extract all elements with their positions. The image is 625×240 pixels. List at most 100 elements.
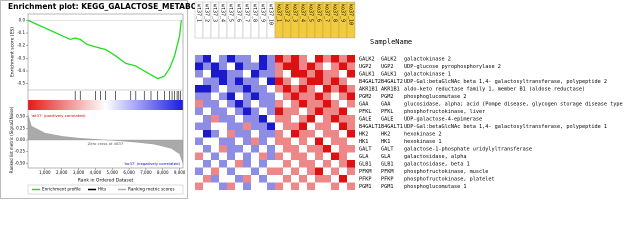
y-tick-label: 0.00 xyxy=(16,137,25,142)
heat-cell xyxy=(251,55,259,63)
heat-cell xyxy=(275,70,283,78)
heat-cell xyxy=(283,175,291,183)
gene-label: AKR1B1 xyxy=(381,86,400,92)
heat-cell xyxy=(243,100,251,108)
heat-cell xyxy=(219,92,227,100)
heat-cell xyxy=(283,70,291,78)
heat-cell xyxy=(203,85,211,93)
column-label: wt37_6 xyxy=(236,4,242,22)
heat-cell xyxy=(227,160,235,168)
gene-label: HK2 xyxy=(381,131,390,137)
heat-cell xyxy=(251,100,259,108)
heat-cell xyxy=(331,167,339,175)
heat-cell xyxy=(219,70,227,78)
heat-cell xyxy=(283,115,291,123)
column-label: wt37_5 xyxy=(228,4,234,22)
column-label: wt37_3 xyxy=(212,4,218,22)
heat-cell xyxy=(235,55,243,63)
heat-cell xyxy=(211,70,219,78)
figure: Enrichment plot: KEGG_GALACTOSE_METABOLI… xyxy=(0,0,625,199)
heat-cell xyxy=(251,152,259,160)
gene-label: HK1 xyxy=(381,139,390,145)
heat-cell xyxy=(219,85,227,93)
heat-cell xyxy=(339,167,347,175)
heat-cell xyxy=(347,92,355,100)
column-label: ko37_7 xyxy=(324,4,330,22)
heat-cell xyxy=(339,152,347,160)
heat-cell xyxy=(307,85,315,93)
heat-cell xyxy=(251,167,259,175)
heat-cell xyxy=(315,115,323,123)
x-tick-label: 5,000 xyxy=(107,170,119,175)
heat-cell xyxy=(251,130,259,138)
gene-label: GALT xyxy=(359,146,372,152)
heat-cell xyxy=(323,85,331,93)
heat-cell xyxy=(283,85,291,93)
heat-cell xyxy=(299,152,307,160)
heat-cell xyxy=(291,130,299,138)
heat-cell xyxy=(331,122,339,130)
gene-label: phosphofructokinase, muscle xyxy=(404,169,488,175)
heat-cell xyxy=(203,107,211,115)
x-tick-label: 6,000 xyxy=(123,170,135,175)
heat-cell xyxy=(307,152,315,160)
heat-cell xyxy=(291,137,299,145)
y-tick-label: -0.3 xyxy=(17,55,25,60)
heat-cell xyxy=(203,70,211,78)
gene-label: phosphofructokinase, liver xyxy=(404,109,485,115)
heat-cell xyxy=(323,62,331,70)
heat-cell xyxy=(227,85,235,93)
heat-cell xyxy=(211,85,219,93)
heat-cell xyxy=(219,145,227,153)
heat-cell xyxy=(339,175,347,183)
heat-cell xyxy=(219,130,227,138)
heat-cell xyxy=(275,62,283,70)
heat-cell xyxy=(267,107,275,115)
heat-cell xyxy=(307,160,315,168)
heat-cell xyxy=(299,55,307,63)
heat-cell xyxy=(331,107,339,115)
heat-cell xyxy=(291,175,299,183)
heat-cell xyxy=(203,182,211,190)
heat-cell xyxy=(331,70,339,78)
annotation: 'ko37' (negatively correlated) xyxy=(124,161,180,166)
heat-cell xyxy=(347,137,355,145)
heat-cell xyxy=(259,160,267,168)
column-label: ko37_2 xyxy=(284,4,290,22)
heat-cell xyxy=(235,122,243,130)
gene-label: B4GALT1 xyxy=(381,124,403,130)
column-label: ko37_5 xyxy=(308,4,314,22)
heat-cell xyxy=(211,160,219,168)
heat-cell xyxy=(339,77,347,85)
heat-cell xyxy=(315,92,323,100)
column-label: wt37_2 xyxy=(204,4,210,22)
heat-cell xyxy=(347,70,355,78)
heat-cell xyxy=(307,130,315,138)
heat-cell xyxy=(259,137,267,145)
y-tick-label: -0.4 xyxy=(17,68,25,73)
heat-cell xyxy=(195,92,203,100)
column-header xyxy=(346,1,356,39)
heat-cell xyxy=(347,107,355,115)
heat-cell xyxy=(235,77,243,85)
heat-cell xyxy=(315,62,323,70)
heat-cell xyxy=(347,160,355,168)
heat-cell xyxy=(291,92,299,100)
heat-cell xyxy=(259,100,267,108)
y-axis-title: Enrichment score (ES) xyxy=(10,27,16,77)
heat-cell xyxy=(347,182,355,190)
heat-cell xyxy=(291,182,299,190)
heat-cell xyxy=(347,130,355,138)
heat-cell xyxy=(275,145,283,153)
heat-cell xyxy=(195,115,203,123)
heat-cell xyxy=(331,77,339,85)
heat-cell xyxy=(267,70,275,78)
heat-cell xyxy=(195,77,203,85)
heat-cell xyxy=(331,137,339,145)
heat-cell xyxy=(315,160,323,168)
gene-label: UDP-glucose pyrophosphorylase 2 xyxy=(404,64,501,70)
gene-label: GAA xyxy=(381,101,391,107)
heat-cell xyxy=(251,175,259,183)
heat-cell xyxy=(315,175,323,183)
gene-label: GAA xyxy=(359,101,369,107)
